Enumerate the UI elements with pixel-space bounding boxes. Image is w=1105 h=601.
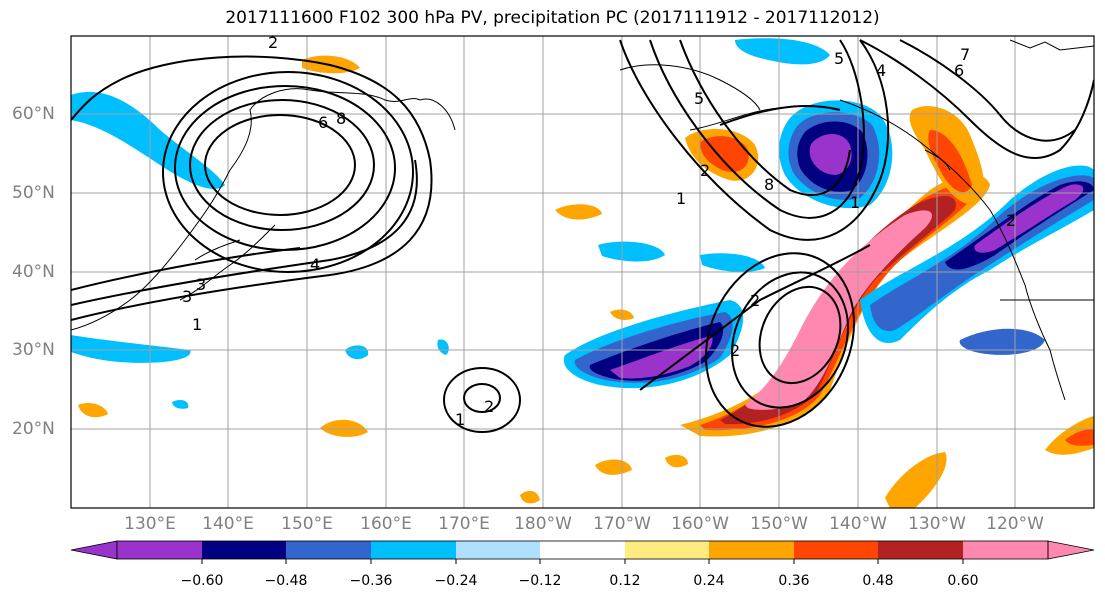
lat-label: 50°N <box>12 183 55 203</box>
colorbar-extend-high <box>1047 540 1095 560</box>
colorbar <box>70 540 1095 564</box>
lon-label: 150°E <box>281 514 333 534</box>
colorbar-tick-label: 0.24 <box>693 573 725 589</box>
pv-label: 4 <box>876 61 886 80</box>
pv-label: 1 <box>192 315 202 334</box>
pv-label: 2 <box>750 291 760 310</box>
colorbar-tick-label: 0.12 <box>609 573 641 589</box>
pv-label: 1 <box>676 189 686 208</box>
lon-label: 150°W <box>750 514 808 534</box>
pv-label: 5 <box>694 89 704 108</box>
pv-label: 6 <box>318 113 328 132</box>
lon-label: 160°E <box>360 514 412 534</box>
lon-label: 140°E <box>202 514 254 534</box>
pv-label: 5 <box>834 49 844 68</box>
map-border <box>70 35 1095 509</box>
lat-label: 30°N <box>12 340 55 360</box>
coastlines <box>71 39 1094 401</box>
colorbar-tick-label: −0.48 <box>264 573 308 589</box>
pv-label: 3 <box>182 287 192 306</box>
lon-label: 140°W <box>829 514 887 534</box>
map-title: 2017111600 F102 300 hPa PV, precipitatio… <box>225 8 880 28</box>
pv-label: 6 <box>954 61 964 80</box>
lon-label: 160°W <box>671 514 729 534</box>
pv-contour-labels: 2 6 8 3 4 3 1 5 4 6 7 5 1 2 8 1 2 1 2 2 … <box>182 33 1016 429</box>
pv-label: 8 <box>764 175 774 194</box>
pv-label: 1 <box>455 410 465 429</box>
colorbar-extend-low <box>70 540 118 560</box>
lon-label: 170°W <box>593 514 651 534</box>
colorbar-tick-label: −0.60 <box>180 573 224 589</box>
lat-label: 20°N <box>12 419 55 439</box>
pv-label: 4 <box>310 255 320 274</box>
lon-label: 120°W <box>986 514 1044 534</box>
lon-label: 130°E <box>124 514 176 534</box>
lon-label: 180°W <box>514 514 572 534</box>
pv-label: 3 <box>196 275 206 294</box>
pv-label: 7 <box>960 45 970 64</box>
colorbar-tick-label: −0.36 <box>349 573 393 589</box>
colorbar-tick-label: −0.12 <box>518 573 562 589</box>
pv-label: 2 <box>1006 211 1016 230</box>
pv-label: 1 <box>850 193 860 212</box>
lat-label: 60°N <box>12 104 55 124</box>
colorbar-tick-label: −0.24 <box>434 573 478 589</box>
lon-label: 130°W <box>908 514 966 534</box>
pv-label: 8 <box>336 109 346 128</box>
pv-contours <box>71 39 1094 433</box>
lat-label: 40°N <box>12 262 55 282</box>
colorbar-tick-label: 0.60 <box>947 573 979 589</box>
lon-label: 170°E <box>438 514 490 534</box>
pv-label: 2 <box>730 341 740 360</box>
pv-label: 2 <box>268 33 278 52</box>
pv-label: 2 <box>484 397 494 416</box>
colorbar-tick-label: 0.48 <box>862 573 894 589</box>
pv-label: 2 <box>700 161 710 180</box>
colorbar-tick-label: 0.36 <box>778 573 810 589</box>
